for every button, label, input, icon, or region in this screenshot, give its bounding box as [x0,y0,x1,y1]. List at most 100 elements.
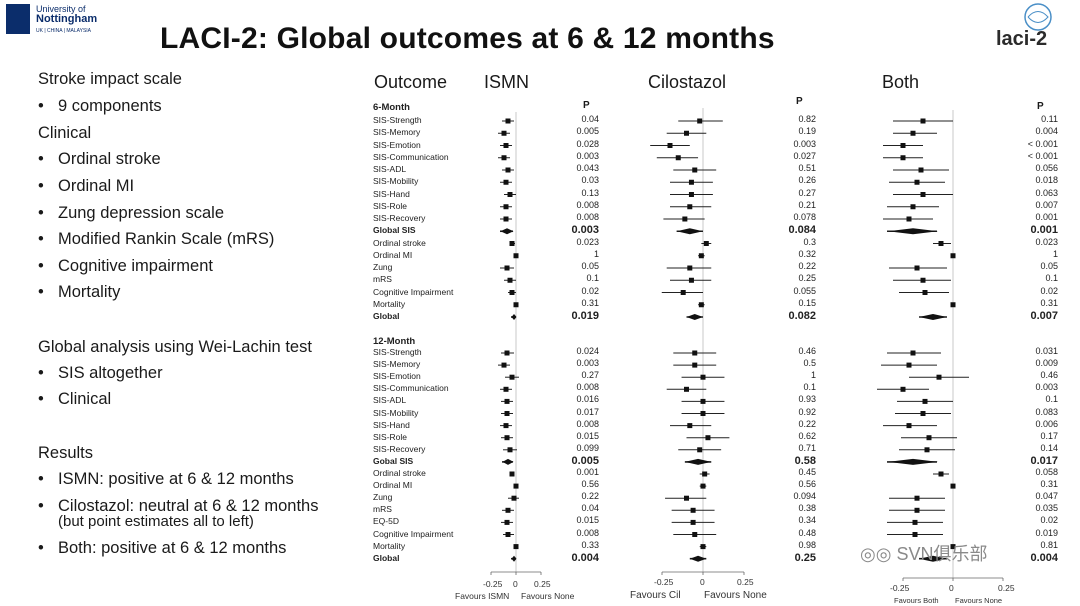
point-estimate [692,532,698,537]
p-value: 0.008 [576,212,599,222]
both-favours-right: Favours None [955,596,1003,605]
point-estimate [504,398,510,404]
outcome-label-6m: SIS-Emotion [373,139,421,150]
p-value: 0.017 [1030,454,1058,467]
p-value: 0.008 [576,527,599,538]
ismn-tick-neg: -0.25 [483,579,503,589]
ismn-tick-zero: 0 [513,579,518,589]
p-value: 0.11 [1041,114,1058,124]
outcome-label-12m: Ordinal stroke [373,468,426,478]
p-value: 1 [810,370,816,381]
point-estimate [924,447,930,453]
p-value: 0.15 [798,297,816,308]
outcome-label-6m: mRS [373,274,392,285]
point-estimate [692,350,698,356]
p-value: 0.27 [798,187,816,198]
point-estimate [688,277,694,283]
bullet-ordinal-stroke: Ordinal stroke [58,150,161,168]
p-value: 0.003 [576,358,599,369]
bullet-mortality: Mortality [58,283,121,301]
p-value: 0.31 [1040,479,1058,490]
outcome-label-12m: Gobal SIS [373,455,414,466]
point-estimate [697,118,703,124]
wechat-icon: ◎◎ [860,544,892,564]
bullet-both-result: Both: positive at 6 & 12 months [58,539,287,557]
point-estimate [503,386,509,392]
p-value: 0.34 [798,515,816,526]
point-estimate [513,253,519,259]
p-value: 0.005 [576,126,599,137]
p-value: 0.078 [793,212,816,222]
outcome-label-6m: Mortality [373,298,406,309]
bullet-sis-altogether: SIS altogether [58,364,163,382]
outcome-label-12m: SIS-Role [373,431,408,442]
laci2-logo: laci-2 [996,2,1080,50]
p-value: 0.25 [794,551,816,564]
point-estimate [692,362,698,368]
heading-global-analysis: Global analysis using Wei-Lachin test [38,338,312,356]
outcome-label-12m: mRS [373,504,392,515]
point-estimate [914,495,920,501]
point-estimate [900,386,906,392]
point-estimate [698,302,704,308]
col-cilostazol: Cilostazol [648,72,727,92]
p-value: 0.02 [581,285,599,296]
point-estimate [697,447,703,453]
point-estimate [900,143,906,148]
p-value: 0.82 [798,114,816,124]
p-value: 0.047 [1035,491,1058,502]
p-value: 1 [1052,248,1058,259]
point-estimate [684,386,689,392]
point-estimate [687,265,693,271]
global-diamond [511,555,517,562]
outcome-label-12m: SIS-Recovery [373,443,426,454]
point-estimate [511,495,517,501]
p-value: 0.98 [798,539,816,550]
outcome-label-12m: SIS-Hand [373,419,410,430]
point-estimate [938,471,944,477]
global-diamond [919,314,947,320]
p-value: 0.001 [1030,224,1058,237]
p-value: 0.003 [793,138,816,149]
outcome-label-12m: SIS-Emotion [373,371,421,382]
cil-favours-left: Favours Cil [630,590,681,601]
point-estimate [922,290,928,295]
point-estimate [680,290,686,295]
point-estimate [509,241,515,246]
point-estimate [503,179,509,185]
global-diamond [686,314,703,320]
p-value: 0.62 [798,430,816,441]
point-estimate [910,350,916,356]
point-estimate [505,532,511,537]
point-estimate [503,423,509,429]
p-value: 0.028 [576,138,599,149]
cil-favours-right: Favours None [704,590,767,601]
p-value: 0.008 [576,418,599,429]
bullet-clinical: Clinical [58,390,112,408]
logo-line2: Nottingham [36,13,98,25]
heading-clinical: Clinical [38,124,92,142]
outcome-label-12m: SIS-Memory [373,359,421,370]
p-value: 0.93 [798,394,816,405]
outcome-label-6m: SIS-Strength [373,115,422,125]
p-value: 0.031 [1035,346,1058,356]
p-value: 0.58 [794,454,816,467]
p-value: 0.005 [571,454,599,467]
outcome-label-6m: SIS-Mobility [373,176,419,187]
outcome-label-12m: SIS-Mobility [373,407,419,418]
p-value: 0.055 [793,285,816,296]
p-value: 0.27 [581,370,599,381]
point-estimate [936,374,942,380]
col-both: Both [882,72,920,92]
p-value: 0.02 [1040,285,1058,296]
point-estimate [684,495,689,501]
section-12-month: 12-Month [373,336,416,347]
p-value: 0.05 [1040,261,1058,271]
point-estimate [950,302,956,308]
p-value: 0.016 [576,394,599,405]
point-estimate [505,118,511,124]
outcome-label-6m: SIS-Hand [373,188,410,199]
outcome-label-6m: Ordinal stroke [373,237,426,248]
p-value: 0.04 [581,503,599,514]
